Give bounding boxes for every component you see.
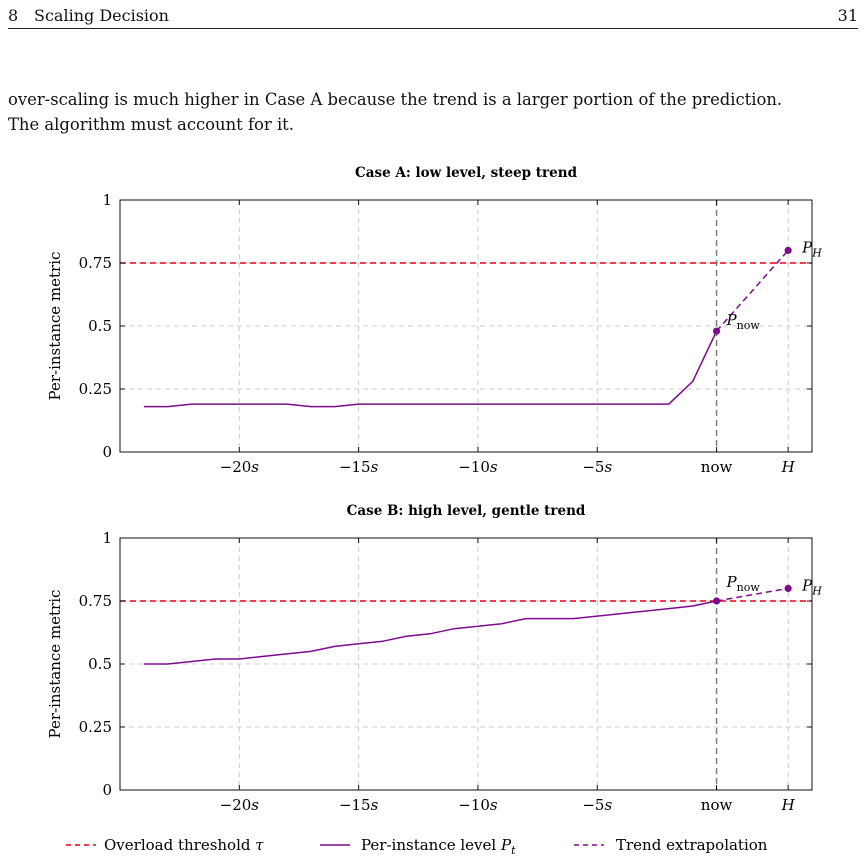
x-tick-label: −15s bbox=[339, 458, 379, 476]
point-label-H: PH bbox=[801, 238, 822, 259]
data-point-now bbox=[712, 597, 721, 605]
x-tick-label: −20s bbox=[220, 458, 260, 476]
trend-extrapolation-line bbox=[716, 249, 789, 332]
data-point-H bbox=[784, 246, 792, 254]
level-series-line bbox=[143, 330, 718, 408]
y-tick-label: 1 bbox=[102, 529, 112, 547]
x-tick-label: H bbox=[781, 796, 796, 814]
legend-trend-label: Trend extrapolation bbox=[616, 836, 768, 854]
page-header: 8 Scaling Decision 31 bbox=[8, 4, 858, 29]
y-tick-label: 0.25 bbox=[79, 718, 112, 736]
y-axis-label: Per-instance metric bbox=[46, 590, 64, 739]
y-axis-label: Per-instance metric bbox=[46, 252, 64, 401]
x-tick-label: H bbox=[781, 458, 796, 476]
point-label-now: Pnow bbox=[726, 573, 761, 594]
y-tick-label: 0.5 bbox=[88, 317, 112, 335]
paragraph-line-1: over-scaling is much higher in Case A be… bbox=[8, 90, 783, 109]
x-tick-label: −5s bbox=[582, 458, 612, 476]
y-tick-label: 0.75 bbox=[79, 592, 112, 610]
x-tick-label: −5s bbox=[582, 796, 612, 814]
y-tick-label: 0.75 bbox=[79, 254, 112, 272]
level-series-line bbox=[143, 600, 717, 665]
x-tick-label: now bbox=[701, 796, 733, 814]
point-label-H: PH bbox=[801, 576, 822, 597]
x-tick-label: −20s bbox=[220, 796, 260, 814]
section-number: 8 bbox=[8, 6, 19, 25]
y-tick-label: 0.5 bbox=[88, 655, 112, 673]
data-point-now bbox=[712, 327, 721, 335]
y-tick-label: 0 bbox=[102, 443, 112, 461]
paragraph-line-2: The algorithm must account for it. bbox=[8, 115, 294, 134]
y-tick-label: 0 bbox=[102, 781, 112, 799]
chart-title: Case B: high level, gentle trend bbox=[347, 503, 586, 519]
chart-panel-a: Case A: low level, steep trend Pnow PH 0 0.2… bbox=[46, 165, 822, 476]
x-tick-label: −10s bbox=[458, 796, 498, 814]
legend-threshold-label: Overload threshold τ bbox=[104, 836, 264, 854]
data-point-H bbox=[784, 584, 792, 593]
legend-level-label: Per-instance level Pt bbox=[361, 836, 516, 857]
y-tick-label: 1 bbox=[102, 191, 112, 209]
y-tick-label: 0.25 bbox=[79, 380, 112, 398]
point-label-now: Pnow bbox=[726, 311, 761, 332]
chart-panel-b: Case B: high level, gentle trend Pnow PH 0 0… bbox=[46, 503, 822, 814]
x-tick-label: −15s bbox=[339, 796, 379, 814]
legend: Overload threshold τ Per-instance level P… bbox=[66, 836, 768, 857]
x-tick-label: now bbox=[701, 458, 733, 476]
body-paragraph: over-scaling is much higher in Case A be… bbox=[8, 87, 860, 137]
page-number: 31 bbox=[837, 6, 858, 25]
trend-extrapolation-line bbox=[716, 587, 789, 602]
chart-title: Case A: low level, steep trend bbox=[355, 165, 578, 181]
section-title: Scaling Decision bbox=[34, 6, 169, 25]
x-tick-label: −10s bbox=[458, 458, 498, 476]
